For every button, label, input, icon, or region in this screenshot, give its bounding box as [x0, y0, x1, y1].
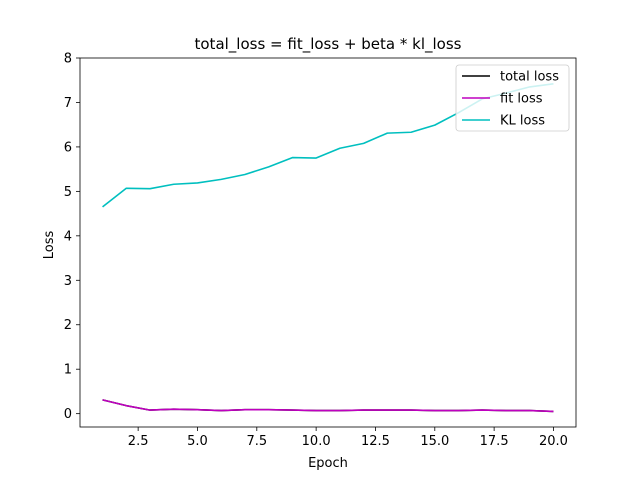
- chart-title: total_loss = fit_loss + beta * kl_loss: [195, 35, 462, 54]
- x-tick-label: 5.0: [187, 434, 208, 449]
- x-tick-label: 10.0: [302, 434, 331, 449]
- x-tick-label: 20.0: [539, 434, 568, 449]
- y-tick-label: 5: [64, 185, 72, 200]
- x-tick-label: 7.5: [246, 434, 267, 449]
- legend-label: fit loss: [500, 92, 543, 107]
- legend-label: KL loss: [500, 114, 545, 129]
- y-axis-label: Loss: [42, 231, 57, 260]
- y-tick-label: 3: [64, 274, 72, 289]
- y-tick-label: 1: [64, 363, 72, 378]
- series-line-fit-loss: [102, 399, 554, 413]
- y-tick-label: 6: [64, 140, 72, 155]
- y-tick-label: 4: [64, 229, 72, 244]
- x-tick-label: 15.0: [420, 434, 449, 449]
- x-tick-label: 12.5: [361, 434, 390, 449]
- y-tick-label: 7: [64, 96, 72, 111]
- x-tick-label: 2.5: [128, 434, 149, 449]
- axes-frame: [79, 57, 577, 428]
- plot-area: 2.5 5.0 7.5 10.0 12.5 15.0 17.5 20.0 0 1 2 3 4 5 6 7 8 to…: [64, 52, 577, 449]
- legend-box: [455, 64, 570, 132]
- y-tick-label: 8: [64, 52, 72, 67]
- legend-label: total loss: [500, 70, 559, 85]
- x-tick-label: 17.5: [480, 434, 509, 449]
- y-tick-label: 2: [64, 318, 72, 333]
- x-axis-label: Epoch: [308, 456, 348, 471]
- y-tick-label: 0: [64, 407, 72, 422]
